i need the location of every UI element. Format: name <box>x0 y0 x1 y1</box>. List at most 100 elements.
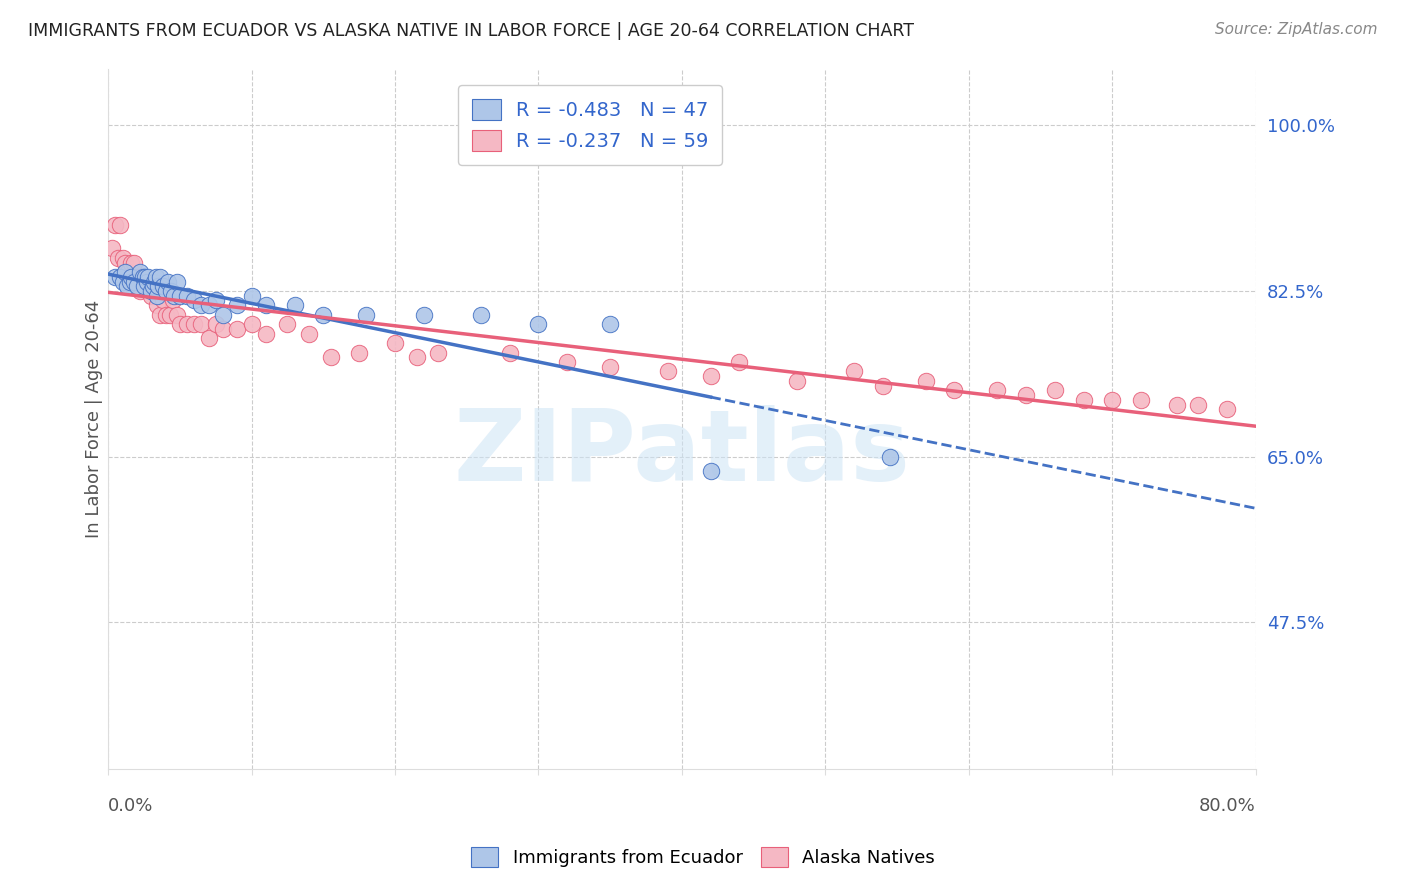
Point <box>128 265 150 279</box>
Point <box>1187 398 1209 412</box>
Point <box>699 464 721 478</box>
Point <box>190 298 212 312</box>
Point <box>176 289 198 303</box>
Point <box>1073 392 1095 407</box>
Point <box>104 218 127 232</box>
Point <box>284 298 307 312</box>
Point <box>879 450 901 464</box>
Point <box>122 275 145 289</box>
Point <box>1216 402 1239 417</box>
Point <box>166 308 188 322</box>
Point <box>226 322 249 336</box>
Point <box>111 251 134 265</box>
Point <box>132 279 155 293</box>
Point <box>131 269 153 284</box>
Point <box>141 289 163 303</box>
Point <box>134 269 156 284</box>
Point <box>872 378 894 392</box>
Point <box>226 298 249 312</box>
Point <box>149 308 172 322</box>
Point <box>155 284 177 298</box>
Point <box>986 384 1008 398</box>
Point <box>298 326 321 341</box>
Point <box>128 284 150 298</box>
Text: 0.0%: 0.0% <box>108 797 153 815</box>
Point <box>527 317 550 331</box>
Point <box>699 369 721 384</box>
Point <box>149 269 172 284</box>
Point <box>104 269 127 284</box>
Point <box>1043 384 1066 398</box>
Point <box>148 279 170 293</box>
Point <box>599 359 621 374</box>
Y-axis label: In Labor Force | Age 20-64: In Labor Force | Age 20-64 <box>86 300 103 538</box>
Point <box>143 275 166 289</box>
Point <box>183 317 205 331</box>
Point <box>163 289 186 303</box>
Point <box>160 284 183 298</box>
Point <box>254 298 277 312</box>
Point <box>108 269 131 284</box>
Point <box>943 384 966 398</box>
Point <box>204 317 226 331</box>
Point <box>159 308 181 322</box>
Point <box>1129 392 1152 407</box>
Point <box>155 308 177 322</box>
Point <box>1101 392 1123 407</box>
Point <box>146 298 169 312</box>
Point <box>212 308 235 322</box>
Text: ZIPatlas: ZIPatlas <box>454 405 910 502</box>
Point <box>169 317 191 331</box>
Point <box>114 265 136 279</box>
Point <box>914 374 936 388</box>
Point <box>499 345 522 359</box>
Point <box>125 269 148 284</box>
Point <box>118 275 141 289</box>
Point <box>276 317 298 331</box>
Point <box>312 308 335 322</box>
Point <box>254 326 277 341</box>
Point <box>319 351 342 365</box>
Point <box>347 345 370 359</box>
Point <box>157 275 180 289</box>
Point <box>107 251 129 265</box>
Point <box>197 298 219 312</box>
Point <box>141 284 163 298</box>
Text: IMMIGRANTS FROM ECUADOR VS ALASKA NATIVE IN LABOR FORCE | AGE 20-64 CORRELATION : IMMIGRANTS FROM ECUADOR VS ALASKA NATIVE… <box>28 22 914 40</box>
Point <box>169 289 191 303</box>
Point <box>240 317 263 331</box>
Point <box>117 265 139 279</box>
Point <box>152 293 174 308</box>
Point <box>555 355 578 369</box>
Point <box>786 374 808 388</box>
Point <box>114 255 136 269</box>
Point <box>412 308 434 322</box>
Point <box>152 279 174 293</box>
Point <box>204 293 226 308</box>
Point <box>599 317 621 331</box>
Point <box>162 293 184 308</box>
Point <box>427 345 450 359</box>
Point <box>728 355 751 369</box>
Point <box>1166 398 1188 412</box>
Point <box>183 293 205 308</box>
Point <box>212 322 235 336</box>
Point <box>111 275 134 289</box>
Point <box>190 317 212 331</box>
Point <box>405 351 427 365</box>
Point <box>240 289 263 303</box>
Point <box>138 269 160 284</box>
Point <box>135 279 157 293</box>
Point <box>135 275 157 289</box>
Point <box>142 279 165 293</box>
Point <box>657 364 679 378</box>
Point <box>101 241 124 255</box>
Point <box>1015 388 1038 402</box>
Point <box>146 289 169 303</box>
Point <box>384 336 406 351</box>
Point <box>197 331 219 345</box>
Text: 80.0%: 80.0% <box>1199 797 1256 815</box>
Point <box>125 279 148 293</box>
Point <box>842 364 865 378</box>
Point <box>115 279 138 293</box>
